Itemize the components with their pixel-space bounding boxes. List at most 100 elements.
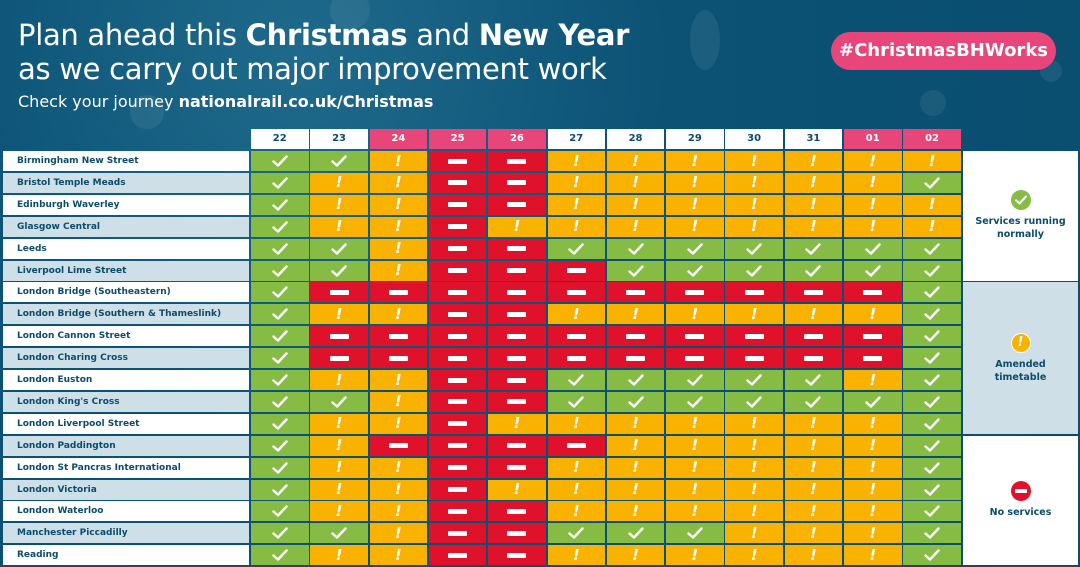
exclamation-icon: ! [394,523,402,542]
status-cell-amended: ! [310,216,368,237]
exclamation-icon: ! [691,414,699,433]
exclamation-icon: ! [810,304,817,323]
hashtag-badge: #ChristmasBHWorks [831,32,1056,70]
exclamation-icon: ! [810,173,817,192]
status-cell-amended: ! [725,216,783,237]
check-icon [865,396,881,408]
exclamation-icon: ! [335,545,343,564]
status-cell-amended: ! [606,457,665,478]
status-cell-no-service [606,282,665,303]
status-cell-amended: ! [725,523,783,544]
status-cell-no-service [488,172,546,193]
station-name: London King's Cross [3,391,249,412]
check-icon [627,396,644,408]
exclamation-icon: ! [572,195,580,214]
exclamation-icon: ! [810,195,817,214]
status-cell-no-service [844,326,902,347]
status-cell-normal [251,216,309,237]
status-cell-normal [547,523,605,544]
status-cell-amended: ! [725,457,783,478]
status-cell-normal [310,260,368,281]
status-cell-amended: ! [310,194,368,215]
status-cell-no-service [488,370,546,390]
exclamation-icon: ! [632,545,639,564]
status-cell-no-service [488,435,546,456]
date-header: 02 [903,129,961,149]
exclamation-icon: ! [394,501,402,520]
no-entry-bar-icon [448,333,468,339]
date-header: 29 [666,129,724,149]
exclamation-icon: ! [572,480,580,498]
status-cell-amended: ! [844,545,902,566]
check-icon [924,242,940,255]
exclamation-icon: ! [572,304,580,323]
check-icon [272,199,288,211]
no-entry-bar-icon [448,289,468,295]
check-icon [924,396,940,408]
status-cell-amended: ! [666,413,724,434]
no-entry-bar-icon [507,333,527,339]
check-icon [924,177,940,189]
no-entry-bar-icon [448,487,468,492]
exclamation-icon: ! [632,151,639,170]
status-cell-no-service [428,172,487,193]
date-header: 25 [428,129,487,149]
station-name: Liverpool Lime Street [3,260,249,281]
status-cell-normal [251,545,309,566]
no-entry-bar-icon [685,289,705,295]
status-cell-amended: ! [844,435,902,456]
status-cell-normal [903,238,961,259]
exclamation-icon: ! [572,173,580,192]
status-cell-normal [251,413,309,434]
status-cell-no-service [428,479,487,500]
title-line-1: Plan ahead this Christmas and New Year [18,18,629,52]
no-entry-bar-icon [448,530,468,536]
station-name: London Victoria [3,479,249,500]
status-cell-normal [606,260,665,281]
no-entry-bar-icon [448,399,468,405]
status-cell-no-service [488,151,546,171]
check-icon [924,505,940,518]
status-cell-amended: ! [784,216,843,237]
check-icon [746,396,762,408]
date-header: 31 [784,129,843,149]
no-entry-bar-icon [448,552,468,558]
status-cell-normal [784,260,843,281]
no-entry-bar-icon [388,333,408,339]
status-cell-amended: ! [784,151,843,171]
no-entry-bar-icon [448,311,468,317]
check-icon [568,527,584,539]
status-cell-normal [606,370,665,390]
no-entry-bar-icon [329,333,349,339]
status-cell-amended: ! [725,151,783,171]
status-cell-no-service [310,326,368,347]
no-entry-bar-icon [626,333,646,339]
exclamation-icon: ! [572,414,580,433]
status-cell-amended: ! [606,216,665,237]
status-cell-no-service [428,282,487,303]
status-cell-normal [903,282,961,303]
station-name: London Euston [3,370,249,390]
status-cell-amended: ! [844,457,902,478]
status-cell-normal [903,545,961,566]
status-cell-amended: ! [369,304,428,325]
no-entry-bar-icon [507,246,527,252]
exclamation-icon: ! [632,436,639,455]
check-icon [272,308,288,320]
check-icon [805,242,822,255]
check-icon [746,374,762,386]
exclamation-icon: ! [810,436,817,455]
website-link[interactable]: nationalrail.co.uk/Christmas [178,92,434,111]
exclamation-icon: ! [750,436,758,455]
exclamation-icon: ! [869,414,877,433]
no-entry-bar-icon [507,552,527,558]
status-cell-no-service [369,282,428,303]
exclamation-icon: ! [632,217,639,236]
status-cell-no-service [488,238,546,259]
status-cell-amended: ! [606,545,665,566]
status-cell-amended: ! [784,172,843,193]
exclamation-icon: ! [750,173,758,192]
no-entry-bar-icon [448,443,468,449]
decorative-bokeh [920,90,946,116]
status-cell-amended: ! [903,194,961,215]
